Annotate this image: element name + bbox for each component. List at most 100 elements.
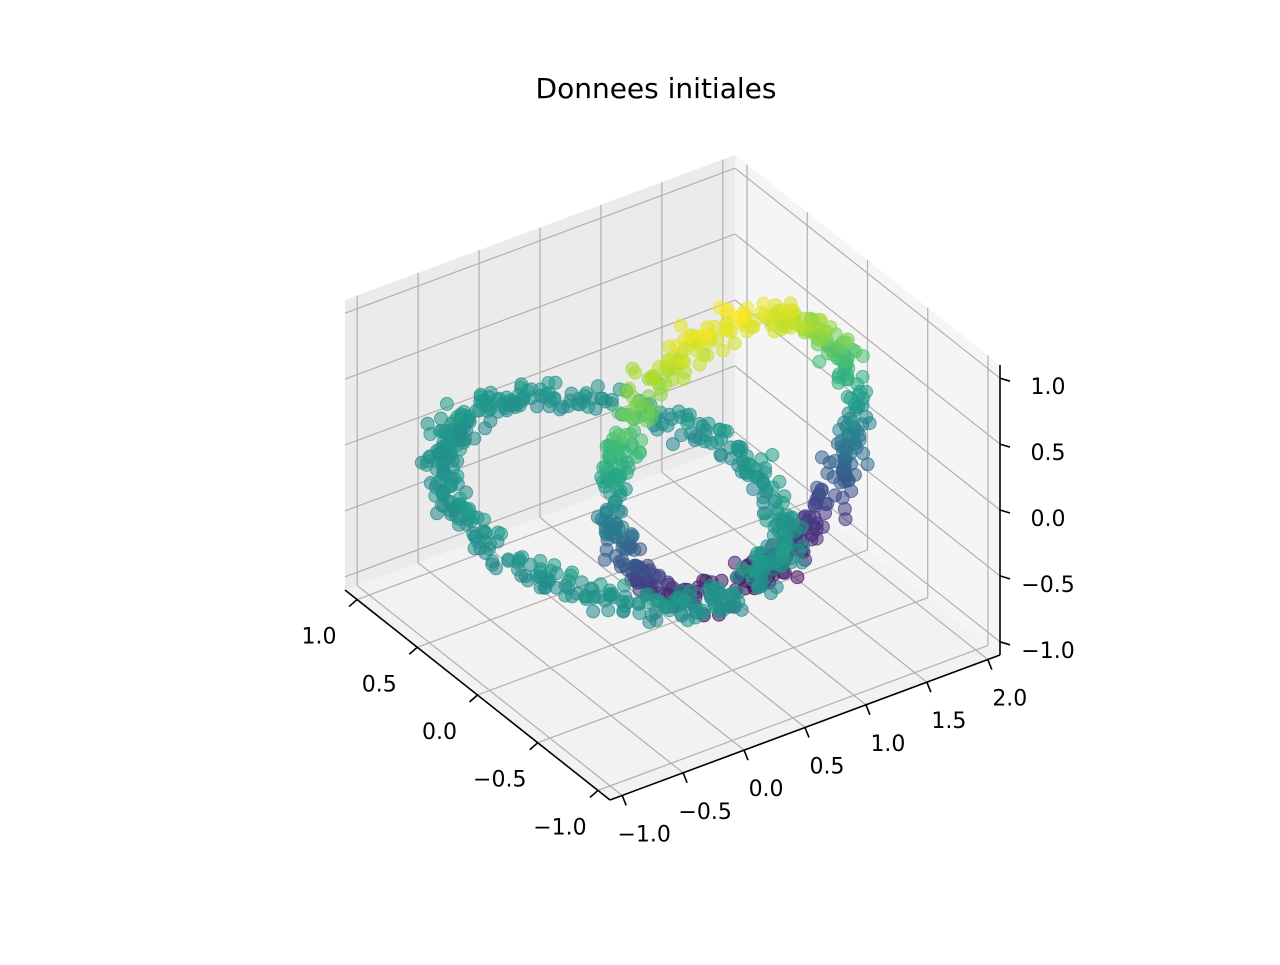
data-point (494, 526, 509, 541)
y-tick-mark (682, 772, 688, 784)
data-point (482, 541, 496, 556)
grid-line-y-floor (417, 562, 684, 774)
data-point (838, 512, 853, 527)
data-point (620, 407, 635, 422)
grid-line-y-floor (539, 517, 806, 728)
data-point (586, 604, 601, 619)
data-point (735, 561, 750, 576)
x-tick-mark (348, 598, 358, 608)
y-tick-mark (804, 727, 810, 738)
data-point (450, 410, 465, 424)
grid-line-z-wall (344, 233, 736, 380)
data-point (419, 457, 434, 472)
z-tick-mark (999, 575, 1011, 580)
data-point (835, 490, 850, 505)
data-point (478, 421, 492, 436)
data-point (708, 600, 723, 615)
data-point (814, 483, 829, 498)
data-point (434, 411, 448, 426)
y-tick-label: 1.0 (870, 732, 905, 757)
y-tick-label: 0.0 (749, 777, 784, 802)
data-point (740, 324, 754, 339)
data-point (837, 460, 851, 475)
data-point (846, 414, 861, 429)
data-point (710, 435, 725, 450)
data-point (675, 354, 690, 369)
data-point (673, 318, 688, 333)
data-point (833, 352, 848, 367)
data-point (692, 357, 707, 372)
data-point (599, 506, 614, 521)
data-point (767, 324, 782, 339)
z-tick-mark (999, 377, 1011, 382)
data-point (423, 427, 438, 441)
data-point (669, 338, 684, 353)
data-point (674, 608, 689, 623)
data-point (680, 416, 695, 430)
data-point (764, 586, 778, 601)
grid-line-z-wall (344, 167, 736, 314)
grid-line-z-wall (344, 365, 736, 512)
data-point (533, 580, 548, 595)
y-tick-label: 0.5 (810, 755, 845, 780)
data-point (665, 437, 680, 452)
data-point (698, 329, 713, 344)
data-point (862, 416, 877, 431)
x-tick-mark (408, 646, 418, 655)
axis-lines (344, 365, 1011, 806)
data-point (732, 439, 747, 454)
data-point (660, 600, 675, 615)
data-point (812, 354, 827, 369)
data-point (831, 375, 846, 390)
data-point (639, 413, 654, 428)
grid-line-z-wall (734, 431, 1001, 643)
data-point (682, 329, 697, 344)
grid-line-z-wall (734, 167, 1001, 379)
data-point (724, 451, 739, 466)
data-point (581, 399, 596, 414)
data-point (860, 457, 875, 472)
data-point (645, 371, 660, 386)
data-point (439, 396, 454, 411)
data-point (688, 610, 703, 625)
tick-labels: −1.0 −0.5 0.0 0.5 1.0 −1.0 −0.5 0.0 0.5 1.0 1.5 2.0… (302, 375, 1075, 847)
data-point (602, 446, 617, 461)
chart-title: Donnees initiales (536, 72, 777, 105)
data-point (470, 534, 485, 549)
data-point (783, 320, 798, 335)
data-point (715, 343, 730, 358)
data-point (617, 578, 632, 593)
z-tick-mark (999, 509, 1011, 514)
data-point (775, 495, 790, 510)
data-point (727, 336, 742, 351)
data-point (811, 332, 826, 347)
data-point (820, 346, 835, 361)
data-point (759, 513, 774, 528)
data-point (628, 398, 643, 413)
data-point (676, 372, 691, 387)
data-point (477, 512, 492, 527)
data-point (628, 365, 643, 380)
data-point (765, 480, 780, 495)
data-point (587, 589, 602, 604)
data-point (848, 344, 863, 359)
y-tick-label: −0.5 (678, 800, 731, 825)
x-tick-label: 0.5 (362, 672, 397, 697)
data-point (720, 323, 735, 338)
data-point (689, 343, 704, 358)
z-tick-label: 1.0 (1031, 375, 1066, 400)
data-point (558, 588, 573, 603)
x-tick-label: −0.5 (473, 768, 526, 793)
data-point (773, 558, 788, 573)
y-tick-label: 1.5 (931, 709, 966, 734)
data-point (598, 460, 613, 475)
y-tick-mark (621, 795, 627, 806)
data-point (439, 423, 454, 438)
data-point (716, 589, 731, 604)
data-point (511, 562, 525, 577)
data-point (472, 403, 487, 418)
data-point (642, 615, 657, 630)
data-point (674, 428, 689, 443)
